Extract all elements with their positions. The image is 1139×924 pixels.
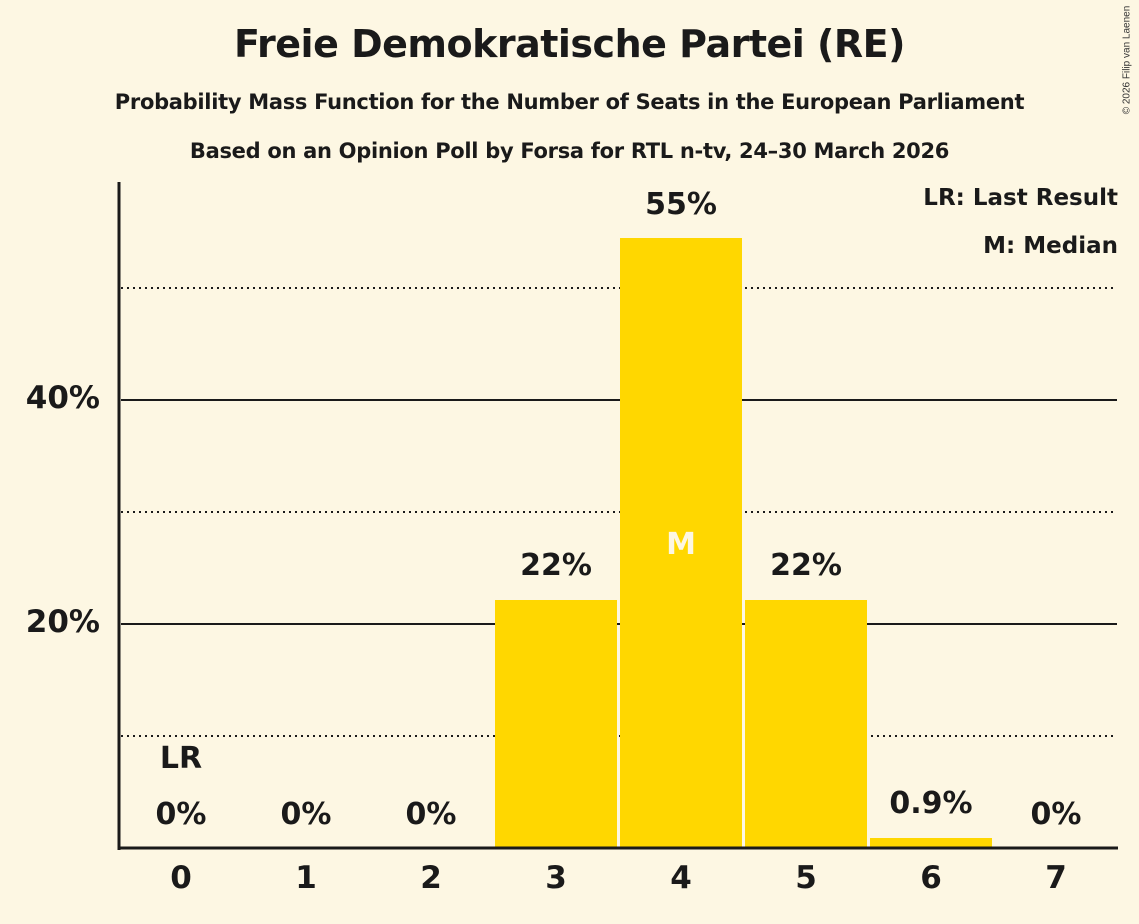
bar-label-7: 0%	[1030, 797, 1082, 832]
bar-seats-5	[745, 600, 867, 848]
chart-source: Based on an Opinion Poll by Forsa for RT…	[189, 139, 950, 163]
chart-subtitle: Probability Mass Function for the Number…	[114, 90, 1025, 114]
bar-label-5: 22%	[770, 548, 842, 583]
bar-label-4: 55%	[645, 187, 717, 222]
x-tick-1: 1	[295, 860, 317, 896]
legend-median: M: Median	[983, 233, 1118, 259]
x-tick-5: 5	[795, 860, 817, 896]
bar-label-2: 0%	[405, 797, 457, 832]
y-tick-40: 40%	[25, 380, 100, 416]
x-tick-2: 2	[420, 860, 442, 896]
major-gridlines	[121, 399, 1117, 625]
bar-label-3: 22%	[520, 548, 592, 583]
bar-seats-6	[870, 838, 992, 848]
x-tick-6: 6	[920, 860, 942, 896]
bar-label-1: 0%	[280, 797, 332, 832]
bars	[495, 238, 992, 848]
chart-title: Freie Demokratische Partei (RE)	[234, 22, 906, 66]
minor-gridlines	[121, 287, 1117, 737]
bar-seats-3	[495, 600, 617, 848]
x-tick-7: 7	[1045, 860, 1067, 896]
x-tick-3: 3	[545, 860, 567, 896]
bar-label-6: 0.9%	[889, 786, 973, 821]
bar-label-0: 0%	[155, 797, 207, 832]
y-tick-20: 20%	[25, 604, 100, 640]
bar-seats-4	[620, 238, 742, 848]
x-tick-0: 0	[170, 860, 192, 896]
legend-last-result: LR: Last Result	[923, 185, 1118, 211]
x-tick-4: 4	[670, 860, 692, 896]
median-marker: M	[666, 527, 696, 562]
last-result-marker: LR	[159, 741, 203, 776]
